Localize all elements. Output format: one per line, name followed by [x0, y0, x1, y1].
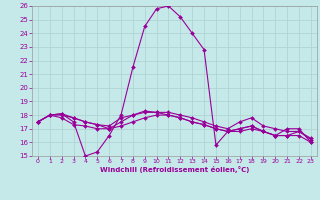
X-axis label: Windchill (Refroidissement éolien,°C): Windchill (Refroidissement éolien,°C) [100, 166, 249, 173]
